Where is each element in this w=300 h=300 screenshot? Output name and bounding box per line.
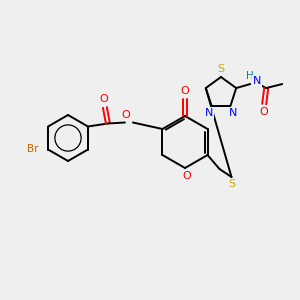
Text: O: O — [100, 94, 108, 104]
Text: N: N — [253, 76, 261, 86]
Text: O: O — [181, 86, 189, 96]
Text: H: H — [246, 71, 254, 81]
Text: O: O — [122, 110, 130, 119]
Text: S: S — [218, 64, 225, 74]
Text: S: S — [228, 179, 235, 189]
Text: Br: Br — [27, 145, 38, 154]
Text: N: N — [229, 108, 238, 118]
Text: O: O — [260, 107, 268, 117]
Text: N: N — [204, 108, 213, 118]
Text: O: O — [183, 171, 191, 181]
